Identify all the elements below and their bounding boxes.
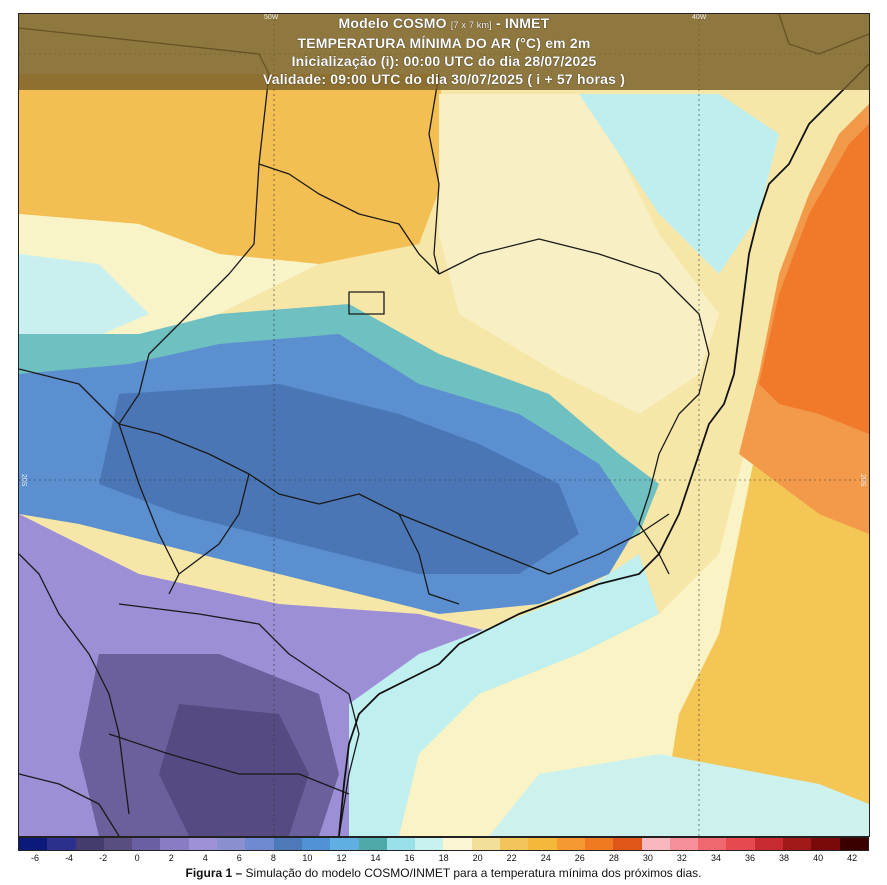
color-swatch <box>19 838 48 850</box>
temp-zone-ocean-deeporange <box>759 124 869 434</box>
color-swatch <box>556 838 585 850</box>
temp-zone-darkblue-core <box>99 384 579 574</box>
color-swatch <box>301 838 331 850</box>
color-swatch <box>584 838 614 850</box>
color-swatch <box>358 838 387 850</box>
color-scale-tick-label: 2 <box>168 853 174 863</box>
temp-zone-pale-north <box>439 94 719 414</box>
color-swatch <box>386 838 416 850</box>
color-scale-tick-label: 6 <box>236 853 242 863</box>
color-scale-tick-label: 12 <box>336 853 347 863</box>
color-scale-tick-label: 30 <box>642 853 653 863</box>
caption-text: Simulação do modelo COSMO/INMET para a t… <box>242 866 702 880</box>
color-scale-tick-label: 38 <box>779 853 790 863</box>
color-swatch <box>132 838 161 850</box>
color-scale-tick-label: 10 <box>302 853 313 863</box>
color-swatch <box>160 838 189 850</box>
header-line-1: Modelo COSMO [7 x 7 km] - INMET <box>19 14 869 34</box>
color-swatch <box>443 838 472 850</box>
model-institution: - INMET <box>495 15 550 31</box>
color-scale-tick-label: -6 <box>31 853 40 863</box>
model-name: Modelo COSMO <box>338 15 447 31</box>
grid-label-lon-west: 50W <box>264 14 279 21</box>
color-swatch <box>641 838 670 850</box>
color-swatch <box>811 838 840 850</box>
header-line-2: TEMPERATURA MÍNIMA DO AR (°C) em 2m <box>297 35 591 51</box>
color-scale-tick-label: 8 <box>270 853 276 863</box>
color-scale-tick-label: 42 <box>847 853 858 863</box>
color-swatch <box>613 838 642 850</box>
color-swatch <box>754 838 784 850</box>
color-scale-tick-label: 28 <box>608 853 619 863</box>
grid-label-lon-east: 40W <box>692 14 707 21</box>
color-swatch <box>500 838 529 850</box>
color-scale-tick-label: 32 <box>676 853 687 863</box>
temp-zone-cyan-west <box>19 254 149 344</box>
temp-zone-cyan-ne <box>579 94 779 274</box>
color-scale-tick-label: 14 <box>370 853 381 863</box>
color-scale-tick-label: 22 <box>506 853 517 863</box>
color-swatch <box>245 838 274 850</box>
color-swatch <box>528 838 557 850</box>
color-scale-tick-label: 20 <box>472 853 483 863</box>
color-scale-tick-label: 4 <box>202 853 208 863</box>
color-swatch <box>75 838 104 850</box>
temp-zone-coastal-cyan <box>349 554 659 836</box>
coastline <box>338 63 869 836</box>
color-swatch <box>415 838 444 850</box>
model-resolution: [7 x 7 km] <box>450 20 492 30</box>
color-scale-tick-label: 18 <box>438 853 449 863</box>
color-swatch <box>471 838 501 850</box>
color-scale-tick-label: -4 <box>65 853 74 863</box>
color-scale-tick-label: -2 <box>99 853 108 863</box>
color-scale-tick-label: 26 <box>574 853 585 863</box>
temperature-map <box>19 14 869 836</box>
color-scale-tick-label: 16 <box>404 853 415 863</box>
color-scale-tick-label: 0 <box>134 853 140 863</box>
color-scale-tick-label: 40 <box>813 853 824 863</box>
color-scale-tick-label: 34 <box>710 853 721 863</box>
temp-zone-ocean-cyan-se <box>489 754 869 836</box>
header-line-3: Inicialização (i): 00:00 UTC do dia 28/0… <box>291 53 597 69</box>
color-swatch <box>726 838 755 850</box>
color-swatch <box>783 838 812 850</box>
color-swatch <box>103 838 133 850</box>
color-swatch <box>669 838 699 850</box>
temp-zone-orange-nw <box>19 74 449 264</box>
color-swatch <box>47 838 76 850</box>
color-scale-tick-label: 36 <box>745 853 756 863</box>
color-scale-labels: -6 -4 -2 0 2 4 6 8 10 12 14 16 18 20 22 24 26 28 30 32 34 36 3… <box>18 853 869 865</box>
state-borders <box>19 14 869 836</box>
color-swatch <box>273 838 302 850</box>
header-line-4: Validade: 09:00 UTC do dia 30/07/2025 ( … <box>262 71 626 87</box>
temp-zone-purple-deep <box>159 704 309 836</box>
map-header: Modelo COSMO [7 x 7 km] - INMET TEMPERAT… <box>19 14 869 90</box>
color-swatch <box>188 838 218 850</box>
color-swatch <box>839 838 868 850</box>
color-scale-bar <box>18 837 869 851</box>
color-scale-tick-label: 24 <box>540 853 551 863</box>
grid-label-lat-right: 20S <box>859 474 866 487</box>
color-swatch <box>330 838 359 850</box>
caption-figure-number: Figura 1 – <box>185 866 243 880</box>
color-swatch <box>217 838 246 850</box>
grid-label-lat-left: 20S <box>20 474 27 487</box>
map-frame: Modelo COSMO [7 x 7 km] - INMET TEMPERAT… <box>18 13 870 837</box>
figure-caption: Figura 1 – Simulação do modelo COSMO/INM… <box>0 866 887 880</box>
color-swatch <box>698 838 727 850</box>
